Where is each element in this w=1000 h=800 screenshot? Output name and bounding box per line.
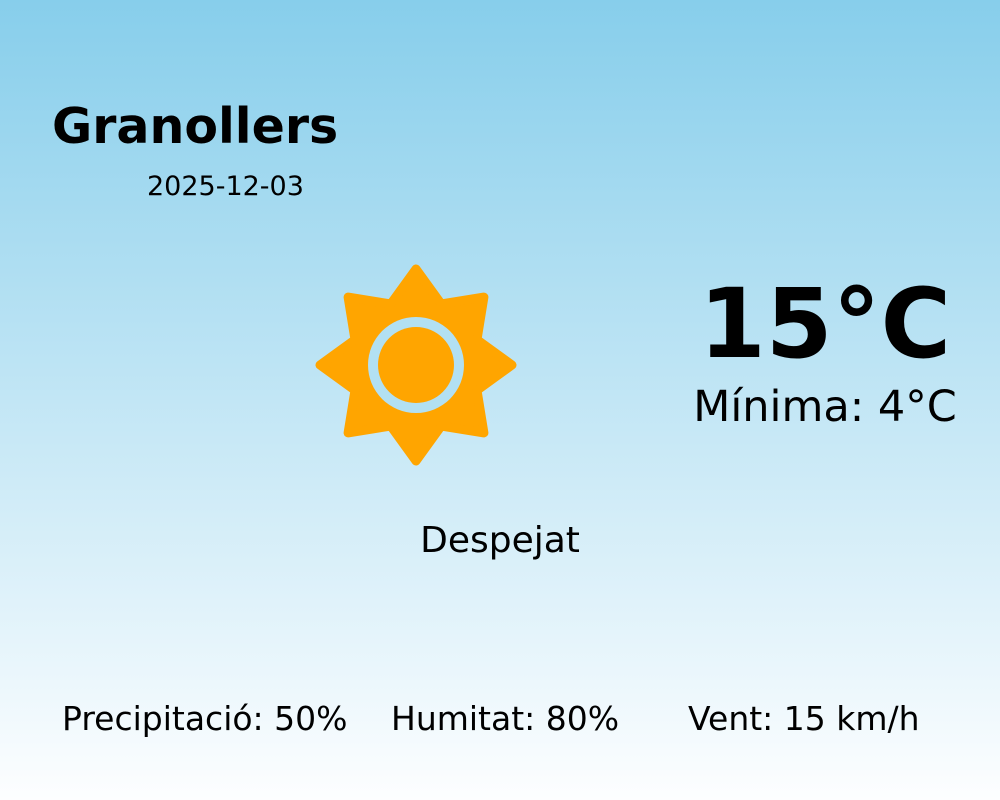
precipitation-metric: Precipitació: 50% [62, 699, 348, 738]
humidity-metric: Humitat: 80% [391, 699, 620, 738]
city-title: Granollers [52, 98, 339, 155]
weather-icon-container [306, 255, 526, 475]
sun-icon [315, 264, 517, 466]
min-temperature: Mínima: 4°C [693, 382, 957, 432]
current-temperature: 15°C [698, 268, 952, 380]
weather-condition: Despejat [420, 520, 580, 561]
date-label: 2025-12-03 [147, 171, 304, 202]
sun-core [378, 327, 454, 403]
wind-metric: Vent: 15 km/h [688, 699, 920, 738]
